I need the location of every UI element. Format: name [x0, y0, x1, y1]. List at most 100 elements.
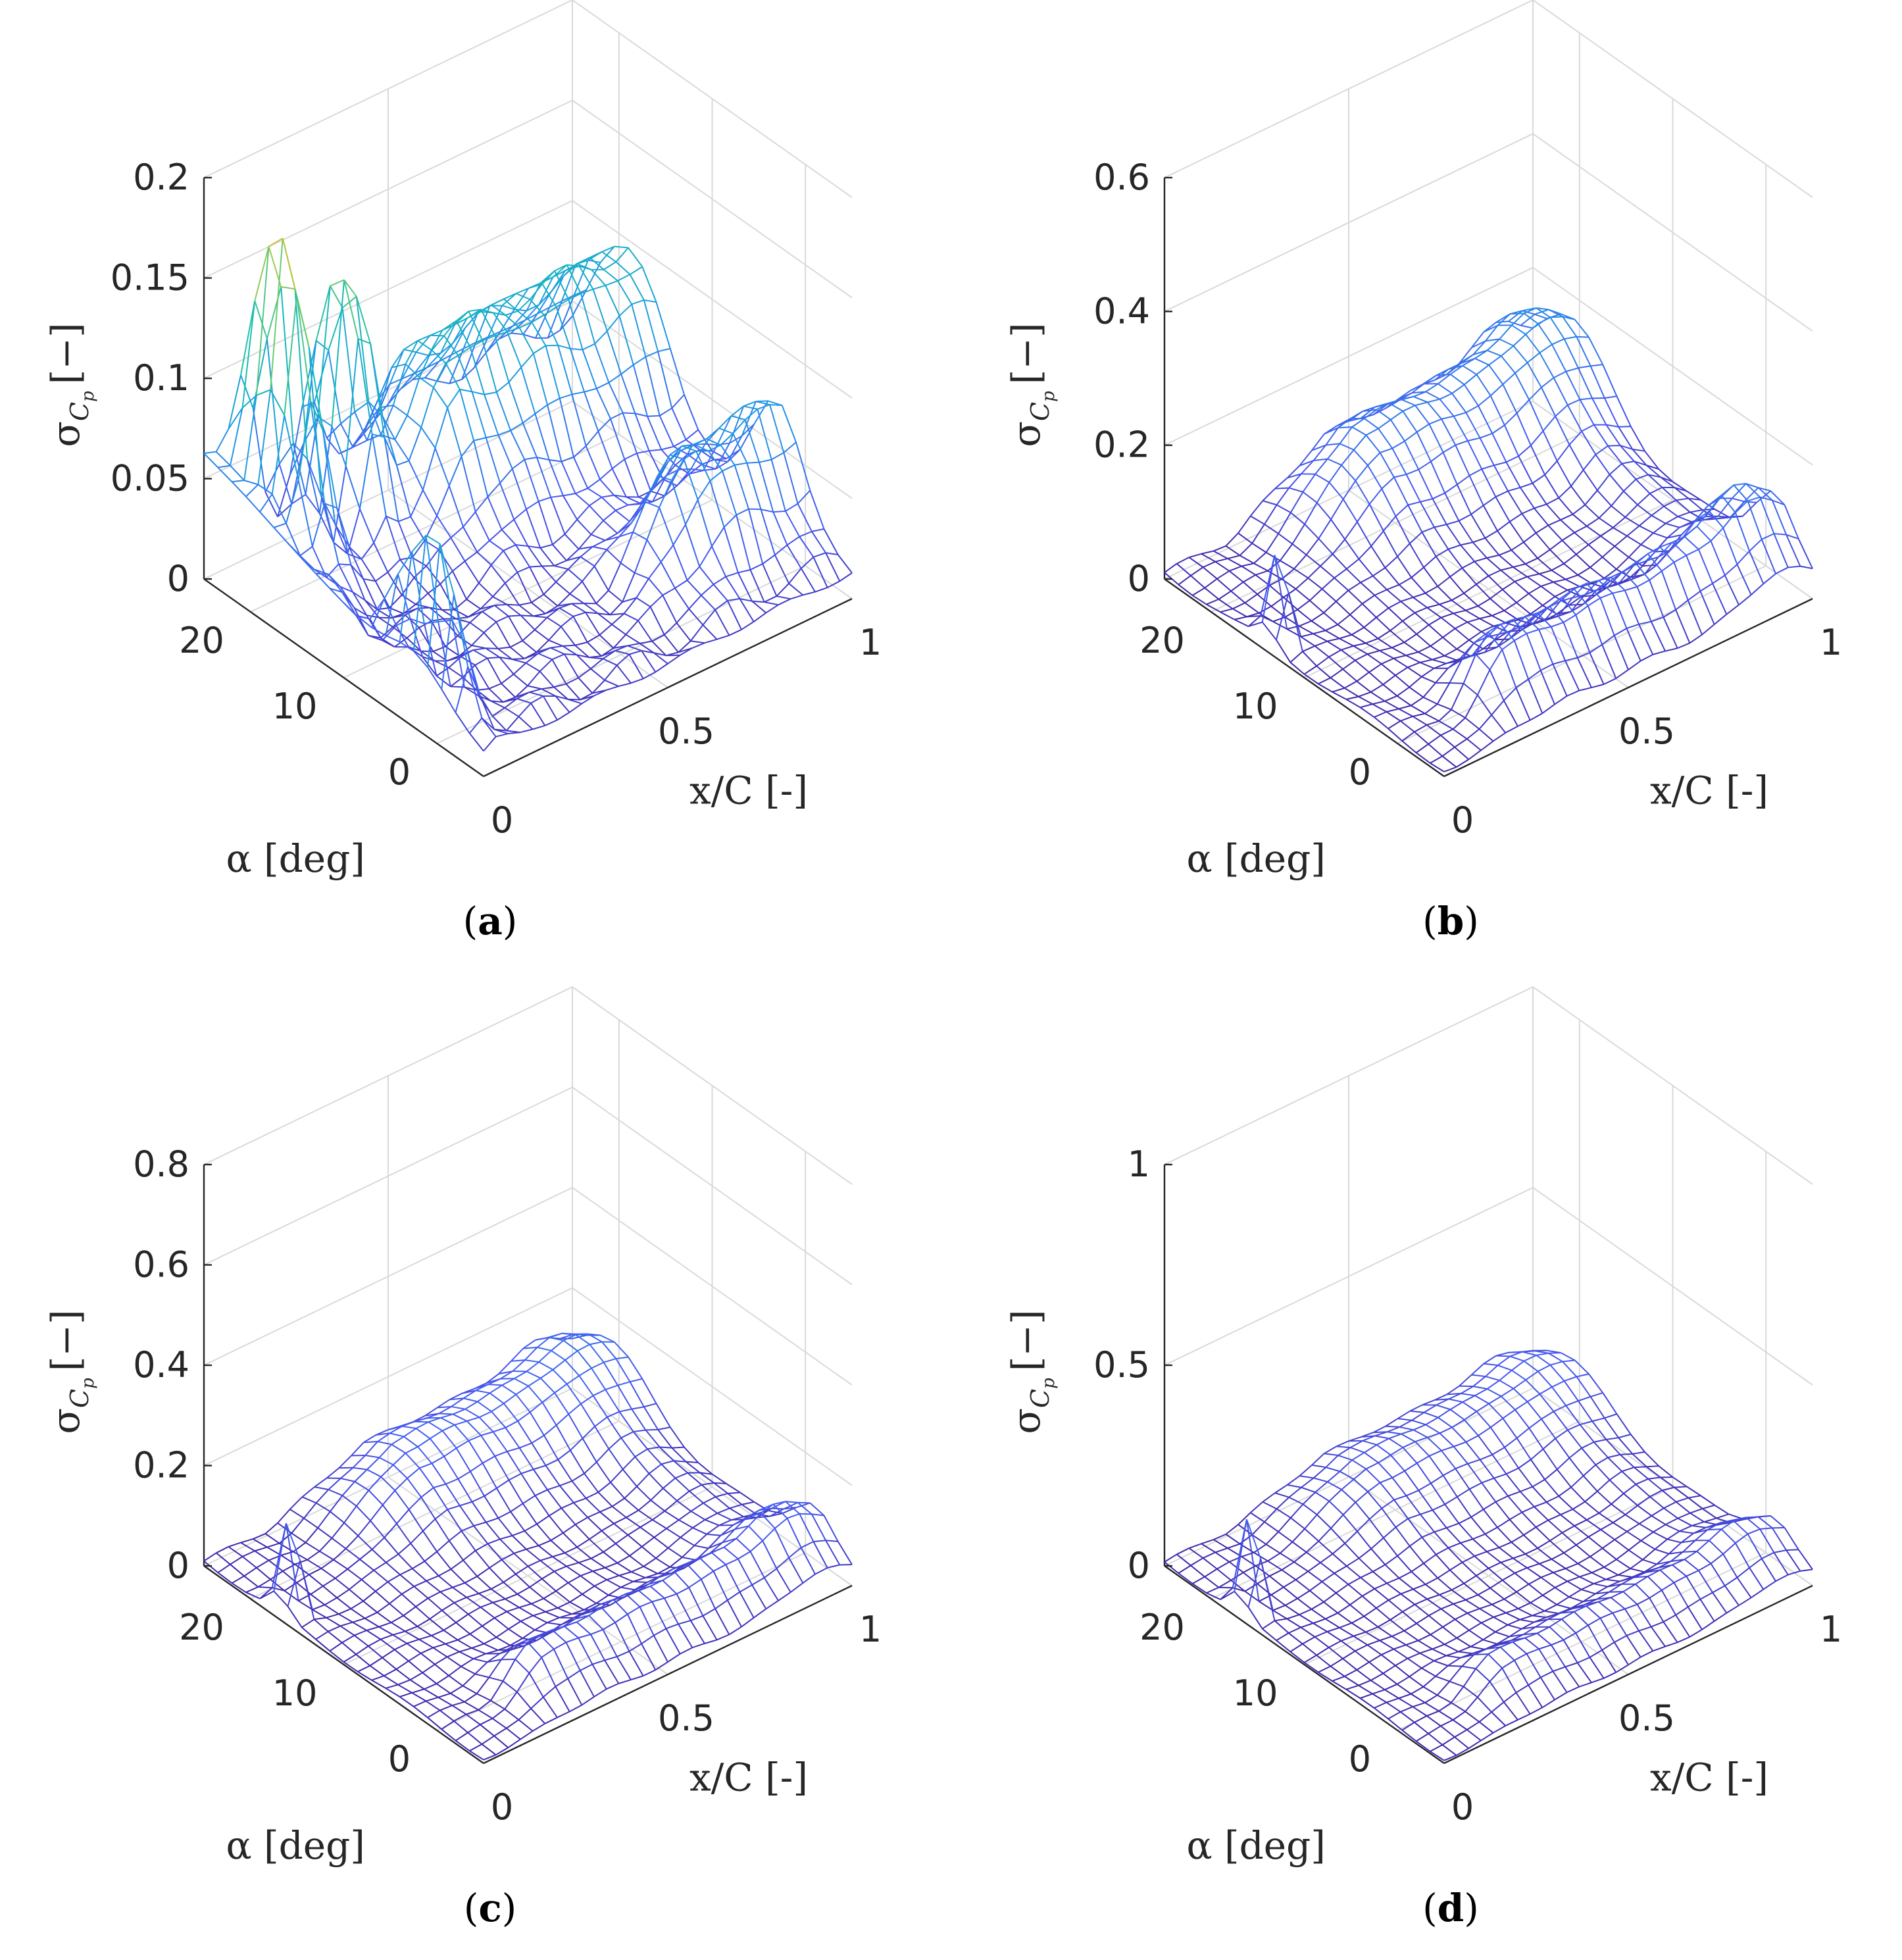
mesh-seg-x	[466, 1709, 479, 1715]
mesh-seg-x	[1400, 715, 1413, 722]
mesh-seg-y	[1595, 454, 1611, 475]
mesh-seg-y	[702, 624, 718, 640]
mesh-seg-x	[1504, 1437, 1518, 1448]
mesh-seg-x	[1674, 555, 1687, 563]
mesh-seg-y	[466, 1597, 481, 1608]
mesh-seg-x	[280, 286, 294, 443]
mesh-seg-y	[580, 556, 595, 567]
mesh-seg-y	[571, 1480, 587, 1499]
mesh-seg-y	[1521, 1626, 1536, 1630]
mesh-seg-y	[364, 1617, 380, 1628]
mesh-seg-y	[732, 1517, 747, 1526]
mesh-seg-y	[1530, 1602, 1545, 1612]
mesh-seg-x	[538, 1350, 552, 1363]
mesh-seg-y	[1487, 349, 1502, 357]
mesh-seg-y	[653, 1635, 668, 1663]
mesh-seg-y	[1578, 1400, 1593, 1422]
mesh-seg-x	[576, 1538, 590, 1548]
mesh-seg-x	[1413, 391, 1426, 397]
mesh-seg-x	[1663, 609, 1676, 618]
mesh-seg-x	[655, 1547, 669, 1559]
mesh-seg-x	[595, 590, 609, 604]
mesh-seg-x	[590, 1551, 604, 1559]
mesh-seg-x	[762, 1528, 776, 1542]
mesh-seg-x	[578, 1634, 591, 1639]
mesh-seg-y	[371, 1679, 386, 1689]
mesh-seg-x	[527, 670, 541, 687]
mesh-seg-y	[552, 1556, 567, 1567]
mesh-seg-y	[1459, 1385, 1474, 1388]
mesh-seg-x	[599, 624, 613, 636]
mesh-seg-x	[369, 1657, 383, 1667]
mesh-seg-x	[1513, 616, 1526, 620]
mesh-seg-x	[1519, 1615, 1533, 1621]
mesh-seg-y	[1206, 603, 1221, 613]
mesh-seg-y	[1438, 1417, 1453, 1428]
mesh-seg-x	[728, 1492, 741, 1494]
mesh-seg-y	[453, 1413, 468, 1422]
mesh-seg-x	[396, 1509, 410, 1524]
mesh-seg-y	[1665, 1524, 1680, 1532]
mesh-seg-y	[1509, 521, 1524, 543]
mesh-seg-y	[561, 1332, 576, 1336]
mesh-seg-y	[1274, 1492, 1289, 1498]
mesh-seg-x	[1409, 1667, 1422, 1678]
mesh-seg-x	[520, 353, 534, 368]
mesh-seg-y	[1418, 1640, 1433, 1650]
mesh-seg-x	[472, 391, 485, 395]
mesh-seg-x	[689, 1484, 702, 1492]
mesh-seg-y	[1491, 615, 1507, 624]
mesh-seg-x	[1398, 705, 1412, 710]
mesh-seg-y	[1479, 1608, 1494, 1618]
mesh-seg-x	[1299, 1464, 1313, 1476]
mesh-seg-x	[813, 1540, 826, 1543]
mesh-seg-x	[1405, 1640, 1418, 1646]
mesh-seg-y	[1318, 683, 1333, 693]
mesh-seg-x	[1736, 550, 1750, 565]
mesh-seg-x	[1640, 532, 1654, 545]
mesh-seg-x	[1537, 605, 1550, 614]
mesh-seg-x	[1299, 449, 1313, 466]
mesh-seg-y	[1323, 612, 1338, 626]
mesh-seg-x	[467, 1724, 481, 1734]
mesh-seg-x	[1332, 539, 1346, 555]
mesh-seg-x	[1689, 1508, 1703, 1514]
mesh-seg-x	[1411, 1686, 1424, 1695]
mesh-seg-x	[613, 634, 626, 649]
mesh-seg-x	[1238, 1512, 1251, 1525]
mesh-seg-y	[1572, 583, 1587, 599]
mesh-seg-x	[1388, 1433, 1402, 1440]
mesh-seg-x	[437, 380, 450, 384]
mesh-seg-y	[514, 288, 529, 310]
mesh-seg-x	[1530, 605, 1543, 615]
mesh-seg-x	[1301, 460, 1314, 474]
mesh-seg-x	[333, 465, 347, 543]
mesh-seg-y	[638, 620, 653, 642]
mesh-seg-x	[1486, 338, 1500, 351]
mesh-seg-y	[393, 405, 408, 416]
mesh-seg-y	[1455, 445, 1470, 476]
mesh-seg-y	[514, 544, 530, 568]
mesh-seg-y	[329, 1650, 345, 1663]
mesh-seg-x	[1443, 444, 1456, 453]
mesh-seg-y	[648, 1473, 664, 1489]
mesh-seg-y	[505, 314, 520, 328]
mesh-seg-x	[706, 428, 720, 440]
mesh-seg-y	[352, 591, 368, 616]
mesh-seg-x	[618, 1571, 632, 1576]
mesh-seg-y	[328, 307, 343, 351]
mesh-seg-y	[1676, 1501, 1691, 1514]
mesh-seg-y	[331, 426, 347, 466]
mesh-seg-y	[714, 1608, 730, 1635]
mesh-seg-y	[1225, 1534, 1241, 1545]
mesh-seg-x	[450, 1685, 463, 1694]
mesh-seg-y	[1342, 1658, 1357, 1671]
mesh-seg-x	[520, 1469, 534, 1474]
mesh-seg-y	[768, 1509, 782, 1515]
mesh-seg-y	[1318, 1671, 1333, 1682]
mesh-seg-x	[513, 509, 527, 520]
mesh-seg-x	[1467, 437, 1480, 441]
mesh-seg-x	[1413, 1584, 1426, 1590]
mesh-seg-y	[1347, 590, 1363, 605]
mesh-seg-y	[422, 1530, 438, 1552]
